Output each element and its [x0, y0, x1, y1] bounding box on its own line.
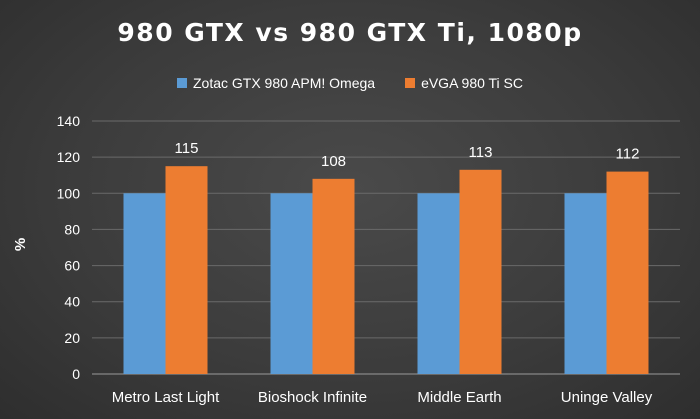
bar-series-2: [459, 169, 502, 374]
x-tick-label: Middle Earth: [417, 389, 501, 406]
y-tick-label: 40: [64, 294, 80, 310]
chart-title: 980 GTX vs 980 GTX Ti, 1080p: [117, 18, 583, 47]
y-tick-label: 0: [72, 366, 80, 382]
data-label: 115: [175, 140, 199, 157]
legend-item-series-1: Zotac GTX 980 APM! Omega: [176, 75, 376, 91]
y-tick-label: 80: [64, 221, 80, 237]
x-tick-label: Metro Last Light: [112, 389, 220, 406]
bar-series-1: [564, 193, 607, 374]
data-label: 108: [321, 153, 346, 170]
legend-label-series-1: Zotac GTX 980 APM! Omega: [192, 75, 376, 91]
legend: Zotac GTX 980 APM! Omega eVGA 980 Ti SC: [0, 75, 700, 91]
bar-series-1: [123, 193, 166, 374]
legend-swatch-series-2: [405, 78, 416, 88]
y-tick-label: 20: [64, 330, 80, 346]
y-tick-label: 100: [57, 185, 81, 201]
bar-series-2: [312, 178, 355, 374]
legend-label-series-2: eVGA 980 Ti SC: [421, 75, 524, 91]
y-tick-label: 60: [64, 258, 80, 274]
data-label: 112: [616, 146, 640, 163]
bar-series-2: [606, 171, 649, 374]
y-tick-label: 120: [57, 149, 81, 165]
bar-series-1: [270, 193, 313, 374]
x-tick-label: Bioshock Infinite: [258, 389, 367, 406]
y-tick-label: 140: [57, 113, 81, 129]
bar-series-2: [165, 166, 208, 374]
legend-swatch-series-1: [176, 78, 187, 88]
legend-item-series-2: eVGA 980 Ti SC: [405, 75, 523, 91]
x-tick-label: Uninge Valley: [561, 389, 653, 406]
data-label: 113: [469, 144, 493, 161]
bar-series-1: [417, 193, 460, 374]
